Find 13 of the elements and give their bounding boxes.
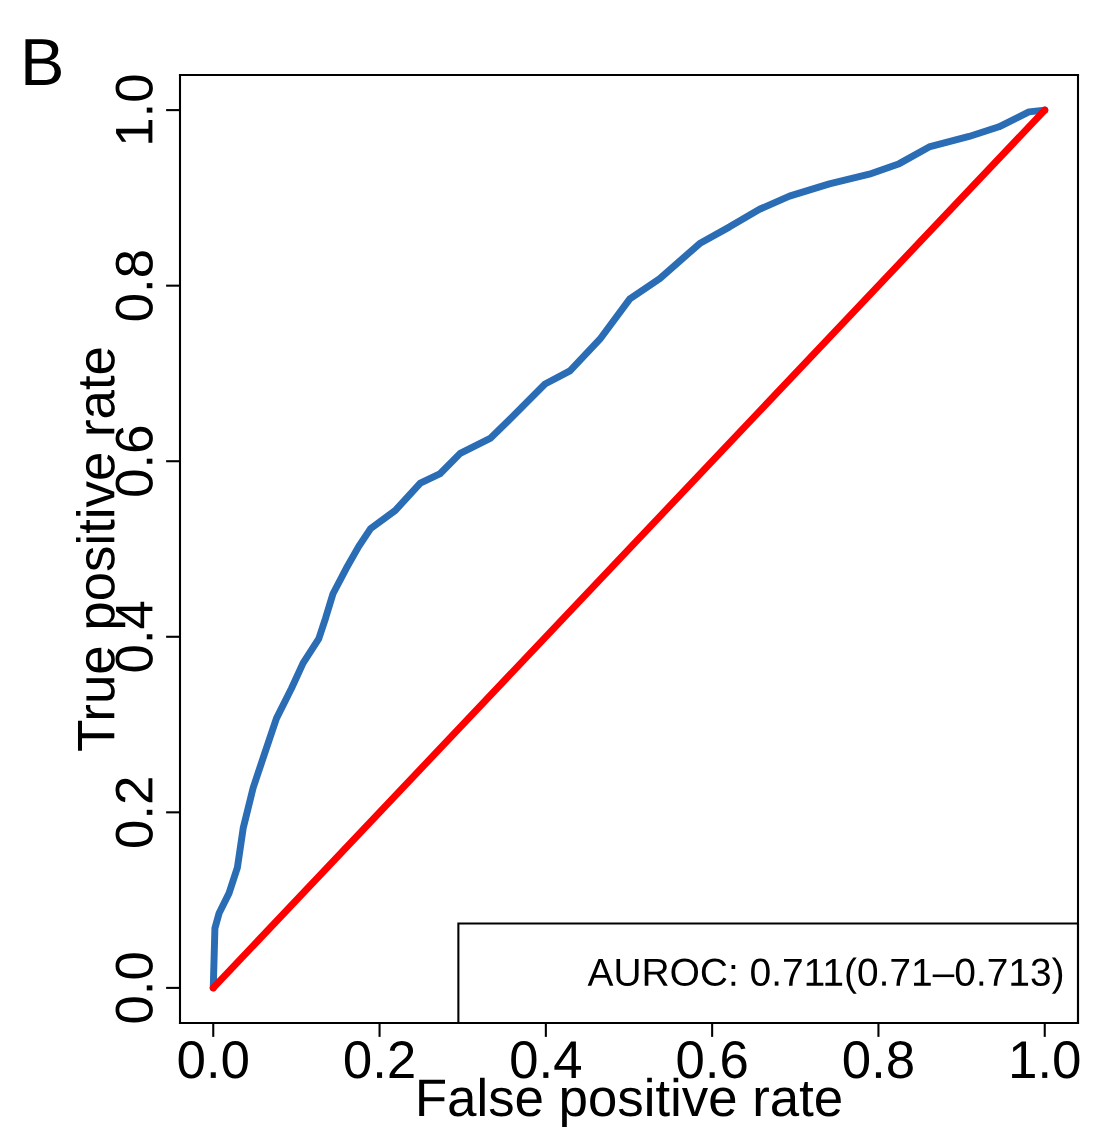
x-tick-label: 0.4 xyxy=(511,1041,581,1079)
x-tick-label: 0.8 xyxy=(843,1041,913,1079)
x-tick-label: 1.0 xyxy=(1012,1041,1080,1079)
x-tick-label: 0.0 xyxy=(178,1041,248,1079)
y-tick-label: 0.2 xyxy=(115,778,153,847)
y-tick-label: 0.0 xyxy=(115,953,153,1023)
y-tick-label: 0.8 xyxy=(115,251,153,321)
x-tick-label: 0.6 xyxy=(677,1041,747,1079)
y-tick-label: 1.0 xyxy=(115,75,153,143)
annotation: AUROC: 0.711(0.71–0.713) xyxy=(587,957,1063,994)
x-tick-label: 0.2 xyxy=(344,1041,414,1079)
x-axis-title: False positive rate xyxy=(419,1077,841,1127)
text: B xyxy=(25,39,61,85)
